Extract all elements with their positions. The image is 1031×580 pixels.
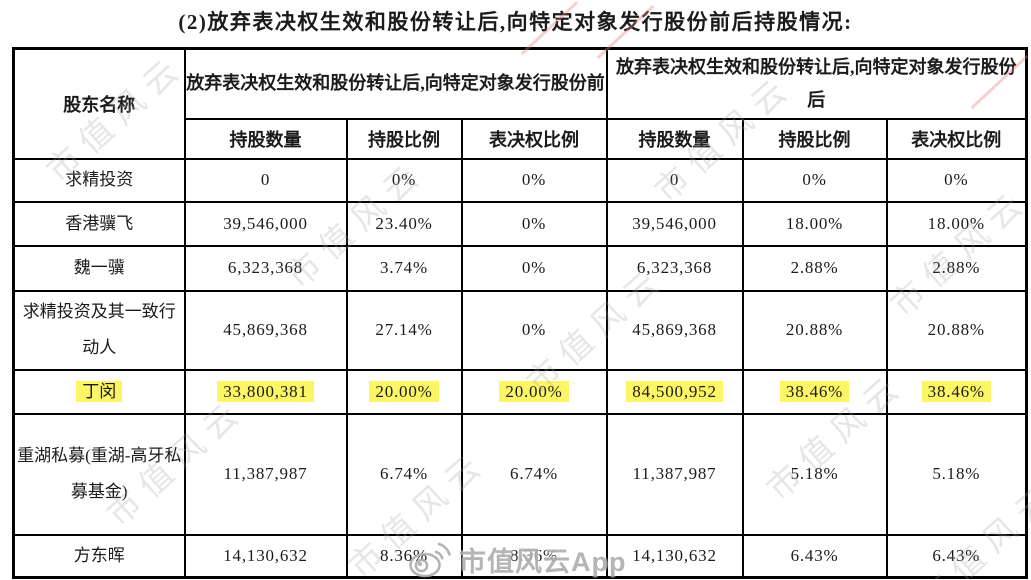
value-cell: 6.43% bbox=[885, 533, 1028, 579]
table-row: 魏一骥 6,323,368 3.74% 0% 6,323,368 2.88% 2… bbox=[12, 244, 1028, 292]
value-cell: 0 bbox=[605, 157, 744, 203]
table-row-highlighted: 丁闵 33,800,381 20.00% 20.00% 84,500,952 3… bbox=[12, 368, 1028, 415]
highlight-mark: 38.46% bbox=[921, 380, 991, 402]
value-cell: 84,500,952 bbox=[605, 368, 744, 415]
value-cell: 27.14% bbox=[345, 289, 463, 371]
col-header-voting-before: 表决权比例 bbox=[460, 117, 608, 160]
shareholder-name-cell: 魏一骥 bbox=[12, 244, 186, 292]
table-row: 香港骥飞 39,546,000 23.40% 0% 39,546,000 18.… bbox=[12, 200, 1028, 247]
group-header-before: 放弃表决权生效和股份转让后,向特定对象发行股份前 bbox=[183, 47, 608, 120]
shareholder-name-cell: 丁闵 bbox=[12, 368, 186, 415]
highlight-mark: 丁闵 bbox=[76, 380, 123, 402]
value-cell: 0 bbox=[183, 157, 348, 203]
value-cell: 0% bbox=[460, 200, 608, 247]
shareholder-name-cell: 方东晖 bbox=[12, 533, 186, 579]
highlight-mark: 20.00% bbox=[369, 380, 439, 402]
table-row: 方东晖 14,130,632 8.36% 8.36% 14,130,632 6.… bbox=[12, 533, 1028, 579]
value-cell: 5.18% bbox=[741, 412, 888, 536]
value-cell: 38.46% bbox=[885, 368, 1028, 415]
col-header-shareholder: 股东名称 bbox=[12, 47, 186, 160]
value-cell: 18.00% bbox=[741, 200, 888, 247]
value-cell: 20.00% bbox=[460, 368, 608, 415]
value-cell: 39,546,000 bbox=[605, 200, 744, 247]
value-cell: 6.43% bbox=[741, 533, 888, 579]
value-cell: 14,130,632 bbox=[183, 533, 348, 579]
value-cell: 45,869,368 bbox=[183, 289, 348, 371]
col-header-voting-after: 表决权比例 bbox=[885, 117, 1028, 160]
shareholding-table: 股东名称 放弃表决权生效和股份转让后,向特定对象发行股份前 放弃表决权生效和股份… bbox=[12, 47, 1029, 579]
shareholder-name-cell: 求精投资 bbox=[12, 157, 186, 203]
value-cell: 8.36% bbox=[345, 533, 463, 579]
table-row: 重湖私募(重湖-高牙私募基金) 11,387,987 6.74% 6.74% 1… bbox=[12, 412, 1028, 536]
shareholder-name-cell: 香港骥飞 bbox=[12, 200, 186, 247]
value-cell: 0% bbox=[345, 157, 463, 203]
page-title: (2)放弃表决权生效和股份转让后,向特定对象发行股份前后持股情况: bbox=[178, 10, 853, 34]
col-header-shares-after: 持股数量 bbox=[605, 117, 744, 160]
table-row: 求精投资及其一致行动人 45,869,368 27.14% 0% 45,869,… bbox=[12, 289, 1028, 371]
value-cell: 18.00% bbox=[885, 200, 1028, 247]
value-cell: 6.74% bbox=[345, 412, 463, 536]
col-header-shares-before: 持股数量 bbox=[183, 117, 348, 160]
value-cell: 6,323,368 bbox=[183, 244, 348, 292]
value-cell: 8.36% bbox=[460, 533, 608, 579]
value-cell: 5.18% bbox=[885, 412, 1028, 536]
value-cell: 23.40% bbox=[345, 200, 463, 247]
value-cell: 0% bbox=[460, 157, 608, 203]
value-cell: 0% bbox=[460, 289, 608, 371]
shareholder-name-cell: 求精投资及其一致行动人 bbox=[12, 289, 186, 371]
value-cell: 39,546,000 bbox=[183, 200, 348, 247]
value-cell: 11,387,987 bbox=[605, 412, 744, 536]
col-header-ratio-before: 持股比例 bbox=[345, 117, 463, 160]
group-header-after: 放弃表决权生效和股份转让后,向特定对象发行股份后 bbox=[605, 47, 1028, 120]
highlight-mark: 20.00% bbox=[499, 380, 569, 402]
value-cell: 20.88% bbox=[741, 289, 888, 371]
value-cell: 33,800,381 bbox=[183, 368, 348, 415]
highlight-mark: 33,800,381 bbox=[217, 380, 314, 402]
value-cell: 2.88% bbox=[741, 244, 888, 292]
value-cell: 0% bbox=[741, 157, 888, 203]
value-cell: 45,869,368 bbox=[605, 289, 744, 371]
table-row: 求精投资 0 0% 0% 0 0% 0% bbox=[12, 157, 1028, 203]
value-cell: 0% bbox=[885, 157, 1028, 203]
value-cell: 14,130,632 bbox=[605, 533, 744, 579]
col-header-ratio-after: 持股比例 bbox=[741, 117, 888, 160]
highlight-mark: 38.46% bbox=[779, 380, 850, 402]
value-cell: 0% bbox=[460, 244, 608, 292]
value-cell: 6,323,368 bbox=[605, 244, 744, 292]
value-cell: 3.74% bbox=[345, 244, 463, 292]
value-cell: 6.74% bbox=[460, 412, 608, 536]
value-cell: 2.88% bbox=[885, 244, 1028, 292]
value-cell: 20.00% bbox=[345, 368, 463, 415]
value-cell: 11,387,987 bbox=[183, 412, 348, 536]
value-cell: 38.46% bbox=[741, 368, 888, 415]
shareholder-name-cell: 重湖私募(重湖-高牙私募基金) bbox=[12, 412, 186, 536]
highlight-mark: 84,500,952 bbox=[626, 380, 723, 402]
value-cell: 20.88% bbox=[885, 289, 1028, 371]
